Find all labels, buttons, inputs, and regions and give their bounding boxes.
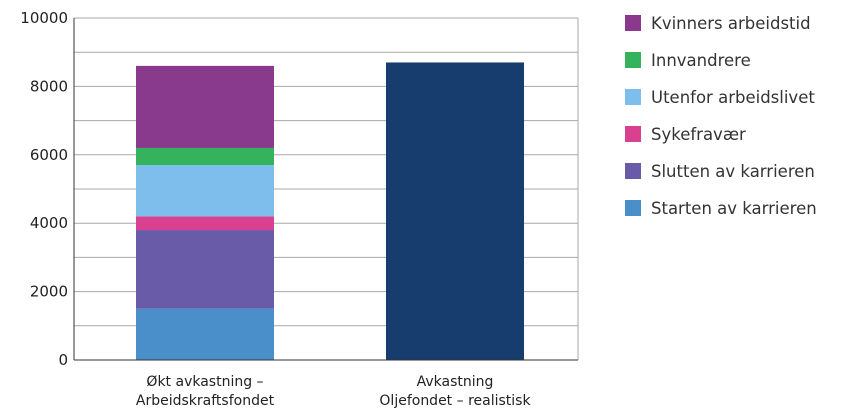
bar-segment bbox=[136, 308, 274, 360]
bar-segment bbox=[136, 147, 274, 166]
x-category-label: Avkastning bbox=[417, 374, 494, 390]
legend-swatch bbox=[625, 163, 641, 179]
y-axis-ticks: 0 2000 4000 6000 8000 10000 bbox=[20, 9, 68, 369]
y-tick-label: 10000 bbox=[20, 9, 68, 27]
x-axis-categories: Økt avkastning – Arbeidskraftsfondet Avkas… bbox=[136, 374, 532, 409]
bar-segment bbox=[136, 216, 274, 231]
legend-swatch bbox=[625, 89, 641, 105]
axes bbox=[73, 18, 578, 361]
y-tick-label: 2000 bbox=[30, 283, 68, 301]
legend-label: Starten av karrieren bbox=[651, 199, 817, 218]
x-category-label: Økt avkastning – bbox=[146, 374, 263, 390]
bar-segment bbox=[386, 62, 524, 361]
legend-label: Sykefravær bbox=[651, 125, 746, 144]
bar-segment bbox=[136, 65, 274, 148]
y-tick-label: 0 bbox=[58, 351, 68, 369]
legend: Kvinners arbeidstid Innvandrere Utenfor ar… bbox=[625, 14, 817, 218]
legend-label: Innvandrere bbox=[651, 51, 751, 70]
y-tick-label: 4000 bbox=[30, 214, 68, 232]
legend-label: Slutten av karrieren bbox=[651, 162, 815, 181]
x-category-label: Oljefondet – realistisk bbox=[379, 393, 531, 409]
x-category-label: Arbeidskraftsfondet bbox=[136, 393, 275, 409]
legend-label: Utenfor arbeidslivet bbox=[651, 88, 815, 107]
y-tick-label: 6000 bbox=[30, 146, 68, 164]
legend-swatch bbox=[625, 52, 641, 68]
bars bbox=[136, 62, 524, 361]
legend-swatch bbox=[625, 126, 641, 142]
legend-swatch bbox=[625, 15, 641, 31]
legend-label: Kvinners arbeidstid bbox=[651, 14, 811, 33]
bar-segment bbox=[136, 230, 274, 309]
legend-swatch bbox=[625, 200, 641, 216]
y-tick-label: 8000 bbox=[30, 77, 68, 95]
bar-segment bbox=[136, 165, 274, 217]
